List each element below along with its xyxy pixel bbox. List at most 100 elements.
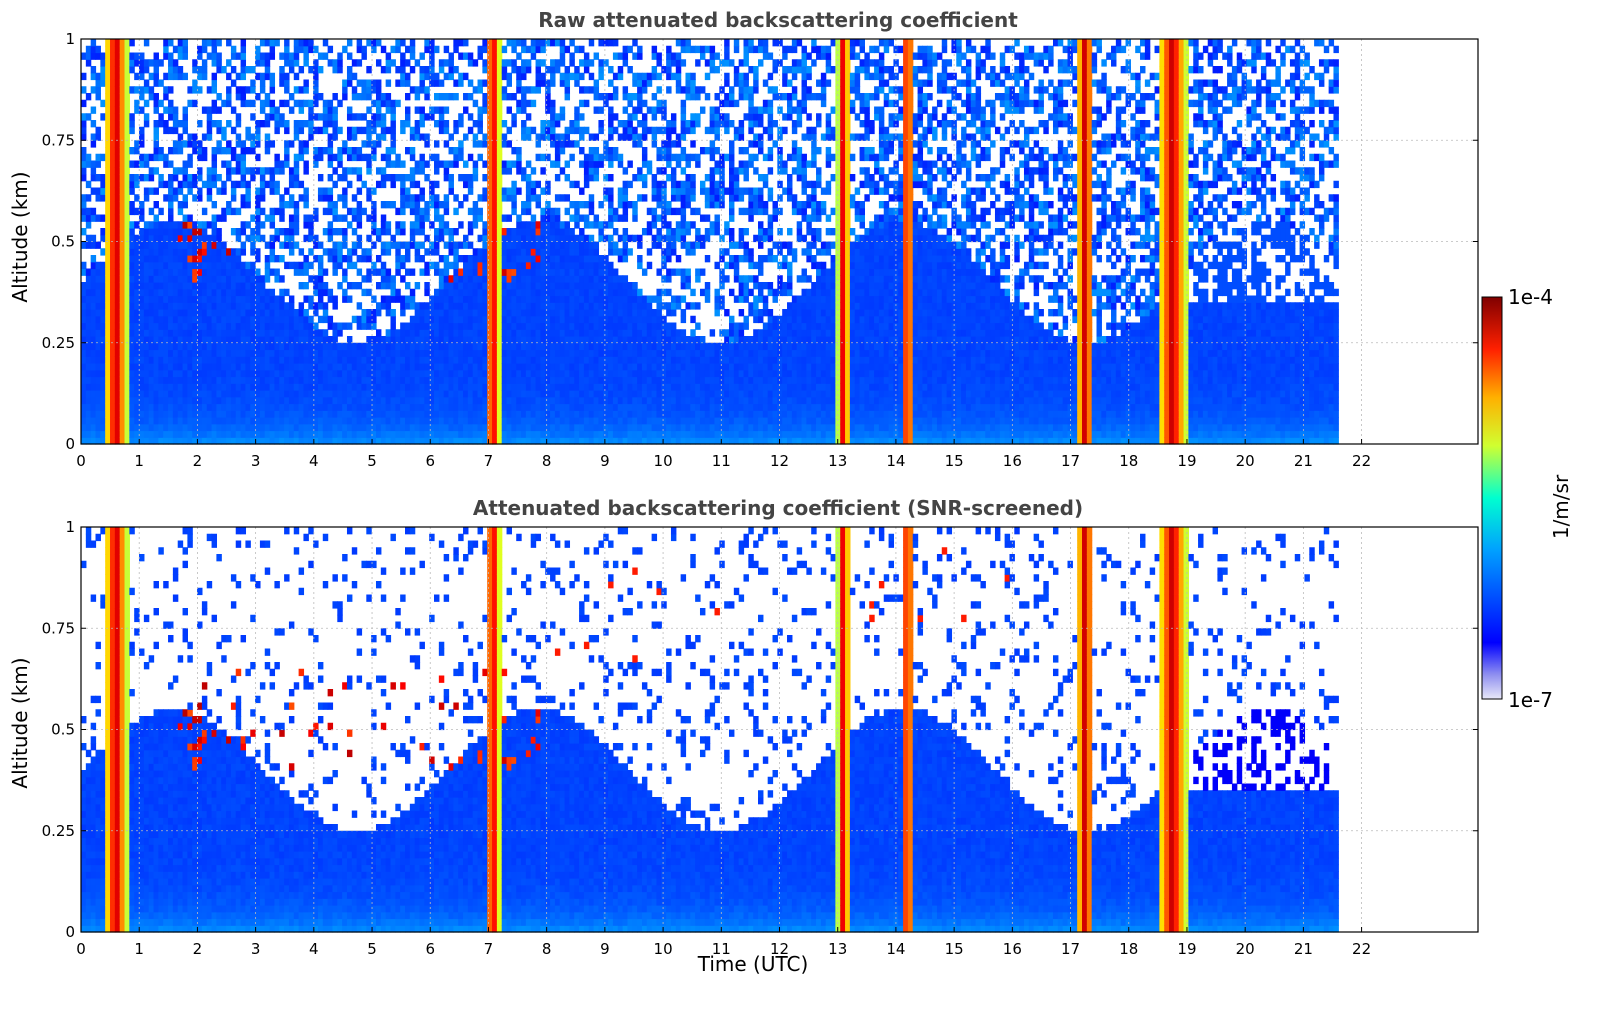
heatmap-cell <box>536 350 541 357</box>
heatmap-cell <box>497 282 502 289</box>
heatmap-cell <box>516 431 521 438</box>
heatmap-cell <box>536 329 541 336</box>
heatmap-cell <box>521 73 526 80</box>
heatmap-cell <box>565 208 570 215</box>
heatmap-cell <box>526 228 531 235</box>
heatmap-cell <box>405 370 410 377</box>
heatmap-cell <box>207 282 212 289</box>
heatmap-cell <box>444 296 449 303</box>
heatmap-cell <box>207 275 212 282</box>
heatmap-cell <box>100 289 105 296</box>
heatmap-cell <box>221 397 226 404</box>
heatmap-cell <box>361 80 366 87</box>
heatmap-cell <box>386 201 391 208</box>
heatmap-cell <box>463 255 468 262</box>
heatmap-cell <box>265 113 270 120</box>
heatmap-cell <box>115 235 120 242</box>
heatmap-cell <box>497 100 502 107</box>
heatmap-cell <box>328 370 333 377</box>
heatmap-cell <box>507 39 512 46</box>
heatmap-cell <box>478 350 483 357</box>
heatmap-cell <box>526 296 531 303</box>
heatmap-cell <box>453 296 458 303</box>
heatmap-cell <box>265 390 270 397</box>
heatmap-cell <box>81 363 86 370</box>
heatmap-cell <box>584 100 589 107</box>
heatmap-cell <box>120 59 125 66</box>
heatmap-cell <box>91 208 96 215</box>
heatmap-cell <box>313 255 318 262</box>
heatmap-cell <box>236 269 241 276</box>
heatmap-cell <box>115 282 120 289</box>
heatmap-cell <box>110 154 115 161</box>
heatmap-cell <box>303 383 308 390</box>
heatmap-cell <box>337 100 342 107</box>
heatmap-cell <box>323 228 328 235</box>
heatmap-cell <box>125 59 130 66</box>
heatmap-cell <box>439 377 444 384</box>
heatmap-cell <box>192 404 197 411</box>
heatmap-cell <box>376 356 381 363</box>
heatmap-cell <box>536 417 541 424</box>
heatmap-cell <box>187 134 192 141</box>
heatmap-cell <box>289 235 294 242</box>
heatmap-cell <box>245 147 250 154</box>
heatmap-cell <box>187 154 192 161</box>
heatmap-cell <box>386 161 391 168</box>
heatmap-cell <box>260 86 265 93</box>
heatmap-cell <box>284 410 289 417</box>
heatmap-cell <box>536 397 541 404</box>
heatmap-cell <box>376 269 381 276</box>
heatmap-cell <box>105 390 110 397</box>
heatmap-cell <box>415 424 420 431</box>
heatmap-cell <box>502 242 507 249</box>
heatmap-cell <box>608 93 613 100</box>
heatmap-cell <box>245 100 250 107</box>
heatmap-cell <box>507 269 512 276</box>
heatmap-cell <box>497 194 502 201</box>
heatmap-cell <box>139 431 144 438</box>
heatmap-cell <box>439 323 444 330</box>
heatmap-cell <box>565 93 570 100</box>
heatmap-cell <box>168 188 173 195</box>
heatmap-cell <box>158 282 163 289</box>
heatmap-cell <box>216 329 221 336</box>
heatmap-cell <box>289 248 294 255</box>
heatmap-cell <box>105 383 110 390</box>
heatmap-cell <box>598 120 603 127</box>
heatmap-cell <box>390 417 395 424</box>
heatmap-cell <box>487 134 492 141</box>
heatmap-cell <box>110 120 115 127</box>
heatmap-cell <box>458 356 463 363</box>
heatmap-cell <box>279 309 284 316</box>
heatmap-cell <box>294 370 299 377</box>
heatmap-cell <box>361 370 366 377</box>
heatmap-cell <box>482 161 487 168</box>
heatmap-cell <box>129 113 134 120</box>
heatmap-cell <box>202 336 207 343</box>
heatmap-cell <box>424 73 429 80</box>
heatmap-cell <box>328 140 333 147</box>
heatmap-cell <box>424 248 429 255</box>
heatmap-cell <box>458 397 463 404</box>
heatmap-cell <box>608 370 613 377</box>
heatmap-cell <box>458 255 463 262</box>
heatmap-cell <box>274 410 279 417</box>
heatmap-cell <box>458 140 463 147</box>
heatmap-cell <box>482 282 487 289</box>
heatmap-cell <box>511 410 516 417</box>
heatmap-cell <box>125 235 130 242</box>
heatmap-cell <box>589 350 594 357</box>
heatmap-cell <box>526 370 531 377</box>
heatmap-cell <box>144 269 149 276</box>
heatmap-cell <box>603 302 608 309</box>
heatmap-cell <box>623 242 628 249</box>
heatmap-cell <box>376 100 381 107</box>
heatmap-cell <box>536 59 541 66</box>
heatmap-cell <box>86 302 91 309</box>
heatmap-cell <box>598 275 603 282</box>
heatmap-cell <box>149 302 154 309</box>
heatmap-cell <box>390 140 395 147</box>
heatmap-cell <box>110 343 115 350</box>
heatmap-cell <box>560 262 565 269</box>
